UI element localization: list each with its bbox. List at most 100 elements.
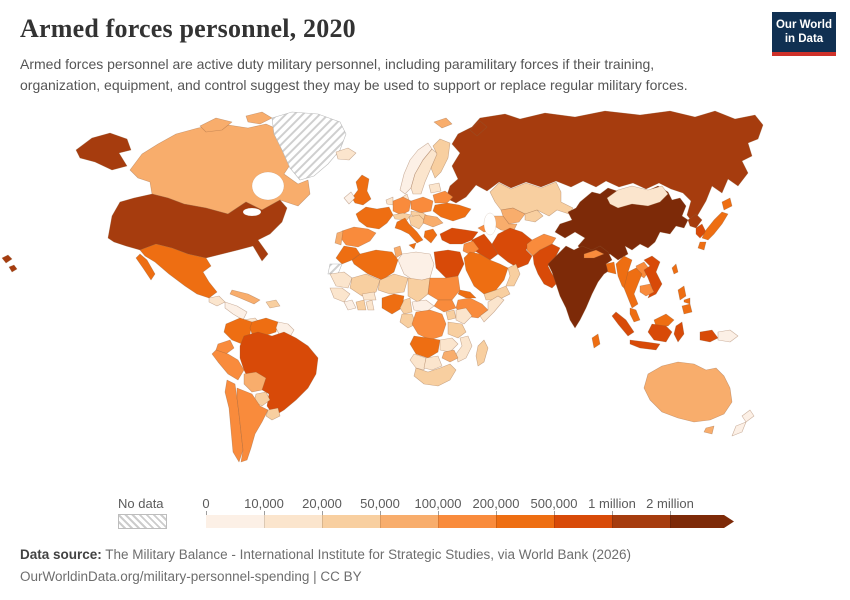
country-cambodia[interactable] — [639, 283, 655, 297]
country-united-states[interactable] — [8, 264, 18, 273]
country-philippines[interactable] — [677, 285, 687, 301]
country-uruguay[interactable] — [265, 407, 281, 421]
country-kyrgyz-tajik[interactable] — [524, 209, 544, 223]
country-taiwan[interactable] — [671, 263, 679, 275]
country-germany[interactable] — [392, 196, 412, 216]
country-mexico[interactable] — [135, 253, 156, 281]
country-italy[interactable] — [408, 242, 417, 250]
country-ukraine[interactable] — [432, 202, 472, 222]
country-namibia[interactable] — [409, 353, 427, 371]
legend-bucket-6[interactable] — [554, 515, 612, 528]
country-chile[interactable] — [224, 379, 244, 463]
country-chad[interactable] — [407, 277, 431, 303]
country-sierra-liberia[interactable] — [343, 299, 357, 311]
country-south-sudan[interactable] — [433, 299, 457, 313]
country-mongolia[interactable] — [606, 185, 669, 209]
legend-bucket-3[interactable] — [380, 515, 438, 528]
country-united-states[interactable] — [1, 254, 13, 264]
country-argentina[interactable] — [236, 387, 269, 463]
country-botswana[interactable] — [423, 355, 443, 371]
country-zambia[interactable] — [439, 337, 459, 353]
country-new-zealand[interactable] — [741, 409, 755, 423]
country-cameroon[interactable] — [399, 297, 413, 315]
country-greece[interactable] — [423, 228, 438, 244]
country-bolivia[interactable] — [243, 371, 267, 393]
country-indonesia[interactable] — [699, 329, 719, 343]
country-honduras-nicaragua[interactable] — [224, 301, 248, 321]
country-sri-lanka[interactable] — [591, 333, 601, 349]
country-baltics[interactable] — [428, 182, 442, 194]
country-senegal-guinea[interactable] — [329, 287, 351, 303]
country-central-african-republic[interactable] — [411, 299, 435, 313]
country-malaysia[interactable] — [629, 307, 641, 323]
country-united-states[interactable] — [75, 132, 132, 171]
country-philippines[interactable] — [681, 303, 693, 315]
country-tunisia[interactable] — [393, 245, 403, 259]
country-indonesia[interactable] — [629, 339, 661, 351]
country-uganda[interactable] — [445, 309, 457, 321]
country-malaysia-borneo[interactable] — [653, 313, 675, 327]
country-tanzania[interactable] — [447, 321, 467, 339]
country-mozambique[interactable] — [455, 335, 473, 363]
country-indonesia[interactable] — [647, 323, 673, 343]
country-thailand[interactable] — [623, 267, 643, 309]
country-south-korea[interactable] — [695, 223, 707, 239]
country-egypt[interactable] — [433, 249, 465, 279]
country-south-africa[interactable] — [413, 363, 457, 387]
country-burkina-faso[interactable] — [361, 291, 377, 301]
country-vietnam[interactable] — [643, 255, 663, 299]
country-yemen[interactable] — [483, 285, 511, 301]
country-mexico[interactable] — [139, 243, 218, 299]
legend-bucket-2[interactable] — [322, 515, 380, 528]
legend-bucket-7[interactable] — [612, 515, 670, 528]
country-japan[interactable] — [721, 197, 733, 211]
country-oman[interactable] — [505, 263, 521, 287]
country-zimbabwe[interactable] — [441, 349, 459, 363]
country-japan[interactable] — [697, 241, 707, 251]
country-brazil[interactable] — [239, 331, 319, 417]
country-new-zealand[interactable] — [731, 421, 747, 437]
country-svalbard[interactable] — [433, 117, 453, 129]
country-north-korea[interactable] — [687, 213, 703, 229]
country-france[interactable] — [355, 206, 394, 230]
legend-bucket-0[interactable] — [206, 515, 264, 528]
legend-bucket-4[interactable] — [438, 515, 496, 528]
country-balkans[interactable] — [408, 214, 426, 230]
country-indonesia[interactable] — [673, 321, 685, 343]
country-niger[interactable] — [377, 273, 409, 295]
country-italy[interactable] — [394, 217, 424, 244]
country-syria[interactable] — [462, 240, 480, 256]
country-switzerland-austria[interactable] — [392, 212, 412, 221]
owid-logo[interactable]: Our World in Data — [772, 12, 836, 56]
country-indonesia[interactable] — [611, 311, 635, 337]
country-dr-congo[interactable] — [411, 309, 447, 341]
country-nepal[interactable] — [583, 249, 605, 259]
country-morocco[interactable] — [335, 245, 361, 265]
country-iceland[interactable] — [335, 147, 357, 161]
country-venezuela[interactable] — [249, 317, 279, 337]
country-saudi-arabia[interactable] — [463, 251, 509, 295]
country-iran[interactable] — [491, 227, 533, 269]
country-peru[interactable] — [211, 349, 245, 381]
country-india[interactable] — [547, 245, 613, 329]
country-mali[interactable] — [349, 273, 381, 297]
country-bangladesh[interactable] — [605, 261, 617, 275]
country-poland[interactable] — [410, 196, 434, 214]
country-spain[interactable] — [339, 226, 377, 248]
country-eritrea[interactable] — [457, 289, 477, 299]
legend-bucket-1[interactable] — [264, 515, 322, 528]
country-madagascar[interactable] — [475, 339, 489, 367]
country-gabon-congo[interactable] — [399, 313, 417, 329]
country-somalia[interactable] — [479, 295, 505, 323]
country-cuba[interactable] — [229, 289, 261, 305]
country-algeria[interactable] — [351, 249, 399, 281]
country-angola[interactable] — [409, 335, 441, 359]
country-philippines[interactable] — [683, 297, 691, 305]
country-ireland[interactable] — [343, 191, 356, 205]
country-russia[interactable] — [445, 110, 764, 224]
country-low-countries[interactable] — [385, 196, 394, 206]
country-ivory-coast[interactable] — [355, 299, 367, 311]
country-australia[interactable] — [703, 425, 715, 435]
country-canada[interactable] — [245, 111, 273, 125]
country-greenland[interactable] — [271, 111, 347, 181]
